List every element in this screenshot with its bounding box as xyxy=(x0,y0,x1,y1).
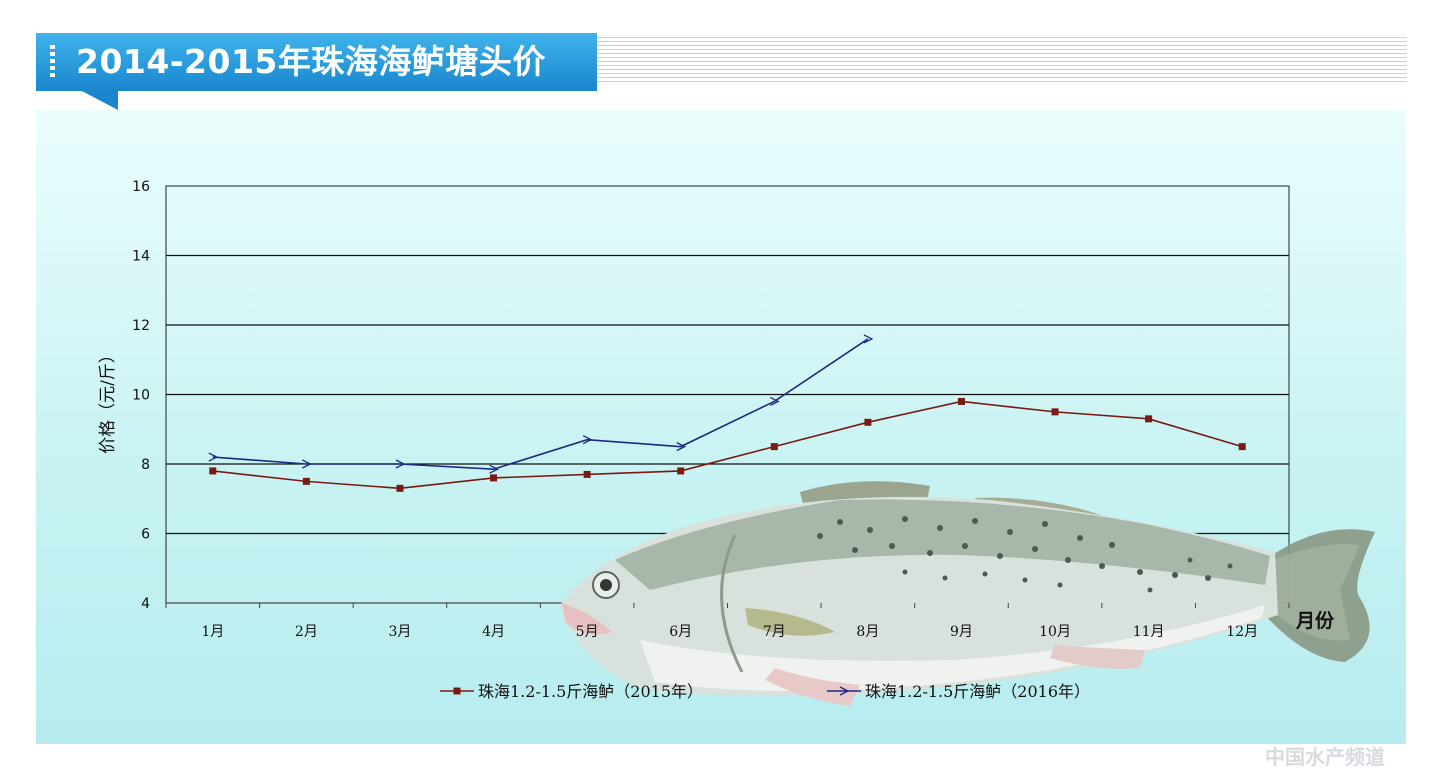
title-dash xyxy=(50,73,55,77)
y-tick-label: 12 xyxy=(132,318,150,334)
data-point-triangle xyxy=(863,334,874,344)
data-point-square xyxy=(453,687,461,695)
y-tick-label: 16 xyxy=(132,179,150,195)
y-tick-label: 8 xyxy=(141,457,150,473)
x-tick-label: 4月 xyxy=(482,624,505,640)
data-point-square xyxy=(302,477,310,485)
legend-label: 珠海1.2-1.5斤海鲈（2016年） xyxy=(865,682,1090,701)
legend-layer: 珠海1.2-1.5斤海鲈（2015年） 珠海1.2-1.5斤海鲈（2016年） xyxy=(440,682,1090,701)
fish-illustration xyxy=(560,481,1375,706)
y-tick-label: 4 xyxy=(141,596,150,612)
x-tick-label: 11月 xyxy=(1133,624,1165,640)
data-point-square xyxy=(864,418,872,426)
data-point-square xyxy=(396,484,404,492)
title-dash xyxy=(50,45,55,49)
data-point-square xyxy=(583,470,591,478)
data-point-triangle xyxy=(582,435,593,445)
x-tick-label: 5月 xyxy=(576,624,599,640)
title-dash xyxy=(50,66,55,70)
data-point-triangle xyxy=(770,396,780,407)
title-banner xyxy=(36,33,597,91)
legend-item-2015: 珠海1.2-1.5斤海鲈（2015年） xyxy=(440,682,703,701)
y-axis-label: 价格（元/斤） xyxy=(98,346,118,454)
x-tick-label: 7月 xyxy=(763,624,786,640)
chart-title: 2014-2015年珠海海鲈塘头价 xyxy=(76,42,546,81)
x-tick-label: 1月 xyxy=(201,624,224,640)
x-axis-label: 月份 xyxy=(1295,609,1335,632)
axes-layer: 4 6 8 10 12 14 16 1月 2月 3月 4月 5月 6月 7月 8月 9月 10月 11月 12月 月份… xyxy=(98,179,1335,640)
data-point-triangle xyxy=(839,686,850,696)
x-tick-label: 8月 xyxy=(856,624,879,640)
y-tick-label: 10 xyxy=(132,388,150,404)
series-line xyxy=(212,400,1243,490)
data-point-square xyxy=(1051,408,1059,416)
x-tick-label: 3月 xyxy=(388,624,411,640)
decorative-stripes xyxy=(597,37,1407,83)
data-point-square xyxy=(1238,443,1246,451)
y-tick-label: 6 xyxy=(141,527,150,543)
data-point-square xyxy=(1145,415,1153,423)
x-tick-label: 2月 xyxy=(295,624,318,640)
data-point-triangle xyxy=(302,459,312,469)
watermark-text: 中国水产频道 xyxy=(1265,745,1385,769)
data-point-square xyxy=(770,443,778,451)
series-line xyxy=(212,338,869,471)
legend-label: 珠海1.2-1.5斤海鲈（2015年） xyxy=(478,682,703,701)
data-point-triangle xyxy=(208,452,219,462)
x-tick-label: 12月 xyxy=(1226,624,1258,640)
data-point-square xyxy=(957,397,965,405)
series-2016 xyxy=(208,334,874,474)
data-point-triangle xyxy=(489,464,499,474)
y-tick-label: 14 xyxy=(132,249,150,265)
data-point-triangle xyxy=(676,442,687,452)
title-dash xyxy=(50,59,55,63)
x-tick-label: 6月 xyxy=(669,624,692,640)
series-2015 xyxy=(209,397,1246,492)
data-point-square xyxy=(490,474,498,482)
title-dash xyxy=(50,52,55,56)
title-banner-tail xyxy=(80,90,118,110)
x-tick-label: 10月 xyxy=(1039,624,1071,640)
data-point-square xyxy=(677,467,685,475)
data-point-triangle xyxy=(395,459,406,469)
data-point-square xyxy=(209,467,217,475)
series-layer xyxy=(208,334,1246,492)
x-tick-label: 9月 xyxy=(950,624,973,640)
legend-item-2016: 珠海1.2-1.5斤海鲈（2016年） xyxy=(827,682,1090,701)
